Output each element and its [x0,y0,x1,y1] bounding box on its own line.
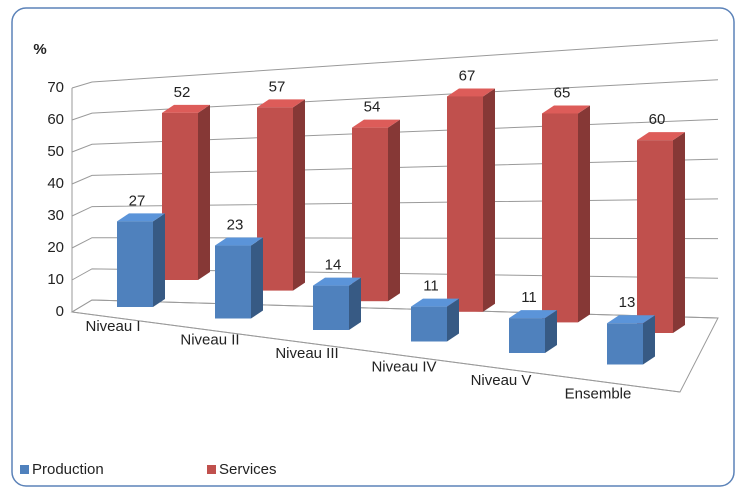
data-label: 67 [459,67,476,84]
data-label: 11 [521,289,537,306]
bar-top [162,104,210,113]
bar [447,96,483,312]
grid-line [71,237,719,249]
bar-top [352,119,400,128]
data-label: 52 [174,84,191,101]
bar-top [117,213,165,222]
y-tick-label: 30 [47,207,64,224]
grid-line [71,198,719,217]
grid-line [71,79,719,121]
x-tick-label: Niveau I [85,318,140,335]
bar-side [447,298,459,342]
y-tick-label: 40 [47,175,64,192]
bar [542,113,578,323]
bar-side [349,277,361,330]
y-tick-label: 60 [47,111,64,128]
bar-top [509,310,557,319]
x-tick-label: Ensemble [565,385,632,402]
data-label: 23 [227,217,244,234]
bar-side [545,310,557,353]
bar-side [153,213,165,307]
legend-label: Services [219,461,277,478]
bar-side [673,132,685,333]
bar-side [293,99,305,291]
data-label: 27 [129,192,146,209]
data-label: 65 [554,84,571,101]
bar-top [637,132,685,141]
bar [637,140,673,333]
y-tick-label: 20 [47,239,64,256]
x-tick-label: Niveau IV [371,358,436,375]
bar-top [411,298,459,307]
bar-side [643,315,655,365]
grid-line [71,118,719,153]
bar-side [251,237,263,319]
data-label: 11 [423,278,439,295]
x-axis [71,311,681,393]
bar [509,318,545,353]
bar [313,285,349,330]
bar-side [578,105,590,323]
data-label: 13 [619,294,636,311]
legend-swatch [20,465,29,474]
grid-line [71,39,719,89]
bar [162,112,198,280]
bar-top [215,237,263,246]
y-tick-label: 70 [47,79,64,96]
data-label: 54 [364,99,381,116]
bar [411,306,447,342]
data-label: 14 [325,257,342,274]
bar [117,221,153,307]
bar-top [607,315,655,324]
y-tick-label: 10 [47,271,64,288]
y-tick-label: 0 [56,303,64,320]
x-tick-label: Niveau V [471,372,532,389]
bar-side [483,88,495,312]
bar-top [542,105,590,114]
y-tick-label: 50 [47,143,64,160]
legend-label: Production [32,461,104,478]
bar-side [198,104,210,280]
legend-swatch [207,465,216,474]
grid-line [71,299,719,319]
x-tick-label: Niveau II [180,331,239,348]
bar-top [257,99,305,108]
x-tick-label: Niveau III [275,345,338,362]
y-axis-label: % [33,41,46,58]
bar-top [313,277,361,286]
data-label: 60 [649,111,666,128]
bar [215,245,251,319]
bar-top [447,88,495,97]
bar [607,323,643,365]
grid-line [71,158,719,185]
grid-line [71,268,719,281]
bar [352,127,388,302]
bar-side [388,119,400,302]
data-label: 57 [269,78,286,95]
